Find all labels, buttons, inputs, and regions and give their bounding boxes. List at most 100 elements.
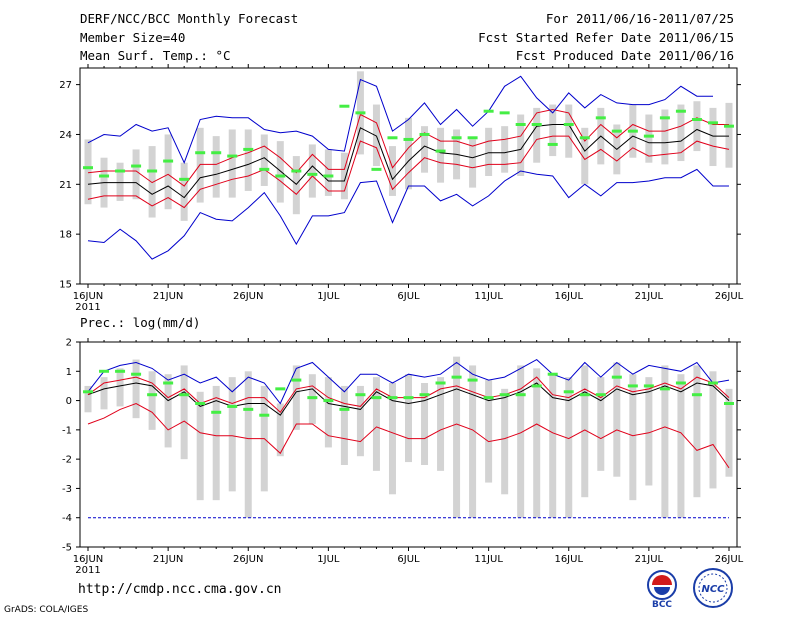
ensemble-box — [372, 377, 380, 471]
x-tick-label: 26JUL — [715, 554, 744, 565]
x-tick-label: 1JUL — [317, 291, 340, 302]
ensemble-box — [405, 117, 412, 190]
ensemble-box — [693, 101, 701, 152]
mean-line — [87, 382, 730, 416]
ensemble-box — [244, 371, 252, 518]
ensemble-box — [148, 371, 156, 430]
max-line — [87, 75, 713, 165]
ensemble-box — [84, 139, 92, 205]
ensemble-box — [100, 377, 108, 410]
ensemble-box — [693, 365, 701, 498]
panel-title: Prec.: log(mm/d) — [80, 315, 200, 330]
ensemble-box — [148, 146, 156, 218]
ensemble-box — [276, 141, 284, 203]
spread-upper-line — [87, 108, 729, 187]
x-tick-label: 26JUL — [715, 291, 744, 302]
ncc-logo: NCC — [693, 568, 733, 608]
x-tick-label: 26JUN — [233, 554, 263, 565]
x-tick-label: 1JUL — [317, 554, 340, 565]
member-size: Member Size=40 — [80, 30, 186, 45]
ensemble-box — [84, 385, 92, 413]
ensemble-box — [340, 385, 348, 465]
ensemble-box — [581, 127, 589, 185]
ensemble-box — [228, 377, 236, 492]
x-tick-label: 21JUN — [153, 291, 183, 302]
ensemble-box — [260, 134, 268, 186]
ensemble-box — [565, 377, 573, 518]
ensemble-box — [485, 127, 493, 176]
ensemble-box — [340, 152, 348, 200]
y-tick-label: 24 — [59, 130, 72, 141]
x-tick-label: 21JUL — [635, 554, 664, 565]
grads-credit: GrADS: COLA/IGES — [4, 605, 89, 615]
ensemble-box — [116, 368, 124, 407]
ensemble-box — [533, 107, 541, 163]
y-tick-label: -3 — [62, 484, 72, 495]
x-tick-label: 16JUL — [554, 291, 583, 302]
ensemble-box — [725, 102, 733, 168]
x-tick-label: 21JUL — [635, 291, 664, 302]
ensemble-box — [597, 377, 605, 471]
x-tick-label: 6JUL — [397, 554, 420, 565]
x-tick-label: 16JUN — [73, 554, 103, 565]
x-tick-label: 21JUN — [153, 554, 183, 565]
ensemble-box — [324, 377, 332, 448]
ensemble-box — [485, 380, 493, 483]
ensemble-box — [725, 388, 733, 477]
ensemble-box — [645, 114, 653, 163]
ensemble-box — [581, 365, 589, 498]
y-tick-label: 2 — [66, 338, 72, 349]
ensemble-box — [661, 365, 669, 518]
max-line — [87, 358, 730, 405]
variable-label-temp: Mean Surf. Temp.: °C — [80, 48, 231, 63]
forecast-produced-date: Fcst Produced Date 2011/06/16 — [515, 48, 734, 63]
ensemble-box — [549, 374, 557, 518]
ensemble-box — [164, 134, 172, 210]
ensemble-box — [388, 146, 396, 196]
bcc-logo-text: BCC — [652, 600, 672, 608]
x-tick-label: 11JUL — [474, 554, 503, 565]
ensemble-box — [677, 104, 685, 162]
ensemble-box — [308, 144, 316, 198]
ensemble-box — [661, 109, 669, 165]
x-tick-year: 2011 — [75, 565, 100, 575]
ensemble-box — [180, 162, 188, 221]
spread-lower-line — [87, 135, 730, 209]
ensemble-box — [469, 365, 477, 518]
ensemble-box — [212, 385, 220, 501]
x-tick-label: 16JUN — [73, 291, 103, 302]
y-tick-label: -2 — [62, 455, 72, 466]
y-tick-label: 27 — [59, 80, 72, 91]
ensemble-box — [533, 368, 541, 518]
ensemble-box — [517, 365, 525, 518]
y-tick-label: -5 — [62, 543, 72, 554]
ensemble-box — [437, 377, 445, 471]
ensemble-box — [421, 126, 429, 173]
ensemble-box — [709, 371, 717, 489]
x-tick-label: 16JUL — [554, 554, 583, 565]
x-tick-label: 11JUL — [474, 291, 503, 302]
source-url[interactable]: http://cmdp.ncc.cma.gov.cn — [78, 582, 282, 597]
y-tick-label: 18 — [59, 230, 72, 241]
ensemble-box — [629, 374, 637, 501]
y-tick-label: 0 — [66, 396, 72, 407]
ensemble-box — [501, 388, 509, 495]
ensemble-box — [645, 377, 653, 486]
bcc-logo: BCC — [647, 570, 677, 608]
ensemble-box — [677, 374, 685, 518]
ensemble-box — [132, 359, 140, 419]
spread-lower-line — [87, 402, 730, 469]
ensemble-box — [372, 104, 380, 167]
ensemble-box — [437, 127, 445, 183]
x-tick-year: 2011 — [75, 302, 100, 310]
ensemble-box — [613, 362, 621, 477]
y-tick-label: 15 — [59, 280, 72, 291]
x-tick-label: 26JUN — [233, 291, 263, 302]
forecast-started-date: Fcst Started Refer Date 2011/06/15 — [478, 30, 734, 45]
x-tick-label: 6JUL — [397, 291, 420, 302]
y-tick-label: -4 — [62, 513, 72, 524]
min-line — [87, 168, 729, 260]
ensemble-box — [517, 114, 525, 176]
